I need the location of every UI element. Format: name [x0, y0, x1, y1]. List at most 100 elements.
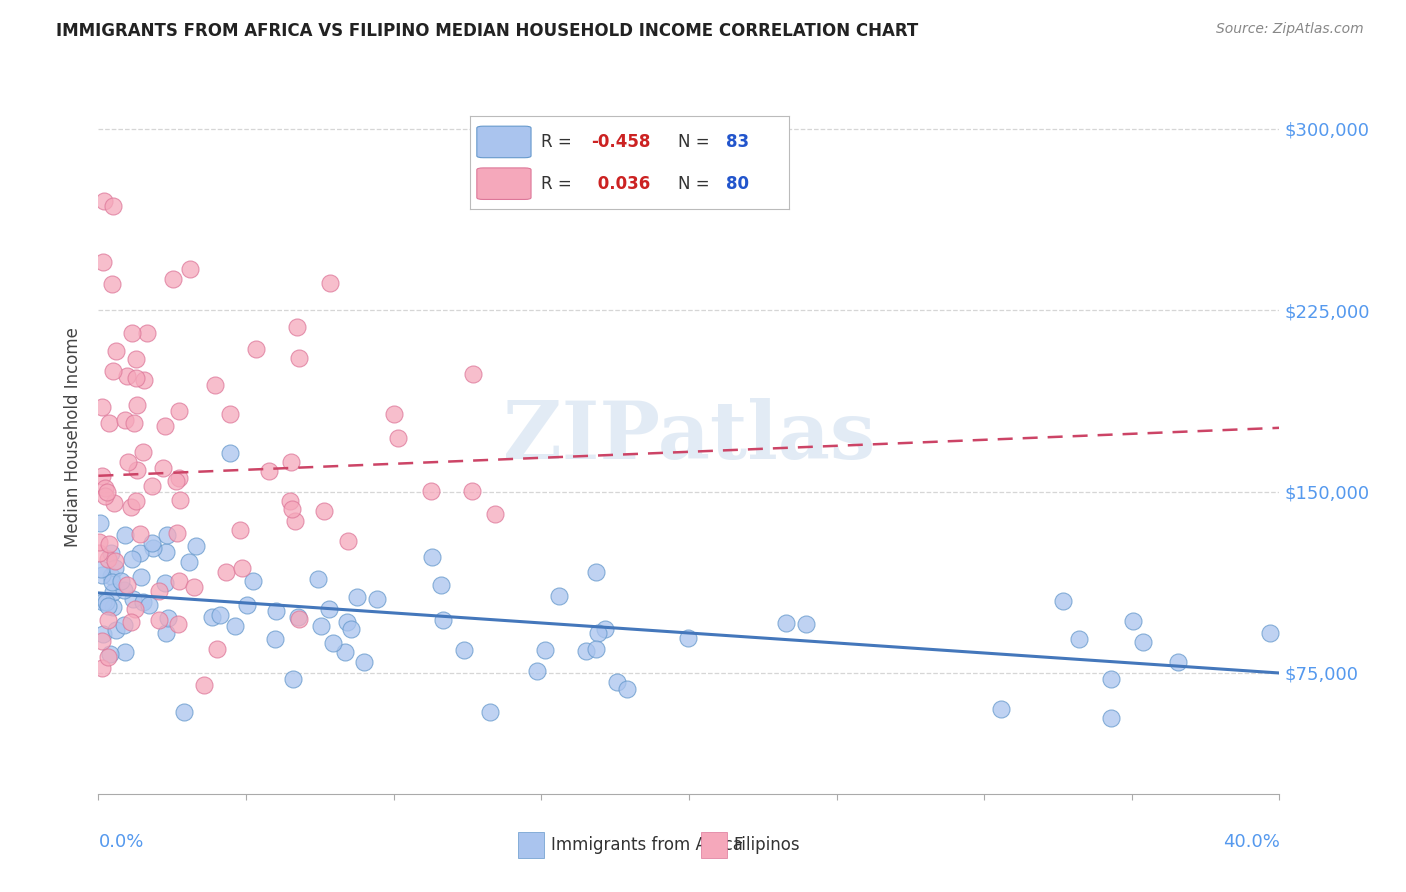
Point	[90, 400, 112, 414]
Point	[585, 642, 607, 657]
Point	[105, 343, 128, 358]
Point	[129, 526, 152, 541]
Point	[96, 484, 118, 499]
Point	[193, 678, 215, 692]
Point	[1099, 672, 1122, 686]
Point	[97, 599, 120, 614]
Point	[155, 545, 177, 559]
Point	[183, 580, 205, 594]
Point	[166, 616, 188, 631]
Point	[453, 643, 475, 657]
Y-axis label: Median Household Income: Median Household Income	[65, 327, 83, 547]
Point	[224, 618, 246, 632]
Point	[585, 565, 607, 579]
Point	[125, 463, 148, 477]
Point	[131, 445, 153, 459]
Point	[91, 627, 114, 641]
Point	[432, 613, 454, 627]
Point	[138, 599, 160, 613]
Point	[141, 535, 163, 549]
Point	[281, 502, 304, 516]
Point	[461, 368, 484, 382]
Point	[122, 416, 145, 430]
Point	[1122, 615, 1144, 629]
Point	[318, 602, 340, 616]
Point	[387, 431, 409, 445]
Point	[534, 643, 557, 657]
Point	[112, 618, 135, 632]
Point	[101, 277, 124, 291]
Point	[548, 590, 571, 604]
Point	[340, 623, 363, 637]
Point	[1258, 626, 1281, 640]
Point	[98, 416, 121, 430]
Point	[287, 610, 309, 624]
Point	[169, 574, 191, 588]
Point	[179, 555, 201, 569]
Point	[148, 583, 170, 598]
Point	[366, 591, 388, 606]
Point	[98, 537, 121, 551]
Point	[98, 648, 121, 662]
Point	[484, 507, 506, 521]
Point	[90, 567, 112, 582]
Point	[103, 495, 125, 509]
Point	[179, 262, 201, 277]
Point	[120, 615, 142, 629]
Point	[93, 194, 115, 209]
Point	[231, 561, 253, 575]
Point	[242, 574, 264, 589]
Point	[219, 446, 242, 460]
Point	[382, 407, 405, 421]
Point	[165, 474, 187, 488]
FancyBboxPatch shape	[517, 832, 544, 858]
Point	[157, 611, 180, 625]
Point	[167, 404, 190, 418]
Point	[103, 599, 125, 614]
Point	[129, 546, 152, 560]
Point	[122, 592, 145, 607]
Point	[103, 199, 125, 213]
Point	[90, 562, 112, 576]
Point	[121, 552, 143, 566]
Point	[136, 326, 159, 340]
Point	[314, 504, 336, 518]
Point	[100, 569, 122, 583]
Point	[110, 574, 132, 588]
Point	[117, 455, 139, 469]
Point	[676, 631, 699, 645]
Point	[346, 590, 368, 604]
Point	[1069, 632, 1091, 646]
Point	[121, 326, 143, 341]
Point	[93, 595, 115, 609]
Text: 0.0%: 0.0%	[98, 833, 143, 851]
Point	[990, 702, 1012, 716]
Point	[152, 460, 174, 475]
Point	[91, 661, 114, 675]
Point	[156, 528, 179, 542]
Text: Filipinos: Filipinos	[734, 837, 800, 855]
Point	[319, 276, 342, 290]
Point	[606, 674, 628, 689]
Point	[430, 578, 453, 592]
Point	[322, 636, 344, 650]
Point	[100, 546, 122, 560]
Point	[101, 364, 124, 378]
Point	[283, 515, 305, 529]
Point	[155, 419, 177, 434]
Point	[1167, 655, 1189, 669]
Point	[257, 464, 280, 478]
Point	[105, 623, 128, 637]
Point	[335, 644, 357, 658]
Point	[461, 483, 484, 498]
Point	[148, 613, 170, 627]
Point	[93, 481, 115, 495]
Point	[201, 610, 224, 624]
Point	[479, 705, 502, 719]
Point	[1052, 594, 1074, 608]
Point	[125, 494, 148, 508]
Point	[287, 351, 309, 365]
Point	[166, 525, 188, 540]
Point	[90, 634, 112, 648]
Point	[209, 608, 232, 623]
